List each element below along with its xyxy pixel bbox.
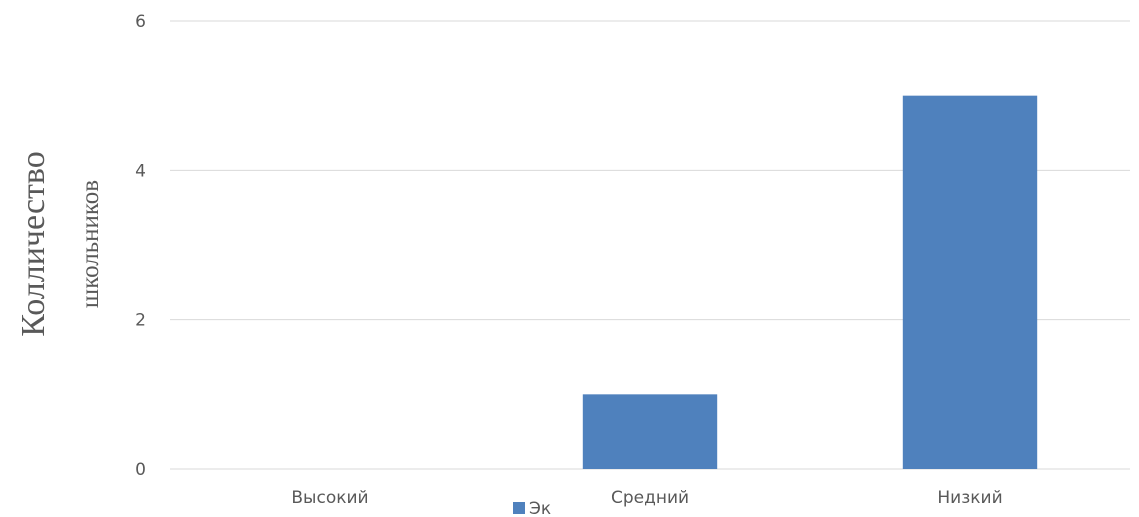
x-category-label-1: Высокий [291, 488, 368, 508]
legend-swatch [513, 502, 525, 514]
legend: Эк [513, 499, 551, 517]
bars [582, 95, 1038, 470]
legend-label: Эк [529, 499, 551, 517]
y-axis-title: Колличество школьников [15, 151, 104, 336]
x-axis-category-labels: Высокий Средний Низкий [291, 488, 1002, 508]
y-axis-title-line-1: Колличество [15, 151, 52, 336]
bar-2 [582, 394, 718, 469]
y-tick-label-4: 4 [135, 161, 146, 181]
y-axis-tick-labels: 0 2 4 6 [135, 12, 146, 480]
y-tick-label-0: 0 [135, 460, 146, 480]
y-tick-label-2: 2 [135, 311, 146, 331]
y-tick-label-6: 6 [135, 12, 146, 32]
x-category-label-3: Низкий [937, 488, 1002, 508]
bar-3 [902, 95, 1038, 470]
y-axis-title-line-2: школьников [77, 180, 104, 308]
x-category-label-2: Средний [611, 488, 689, 508]
